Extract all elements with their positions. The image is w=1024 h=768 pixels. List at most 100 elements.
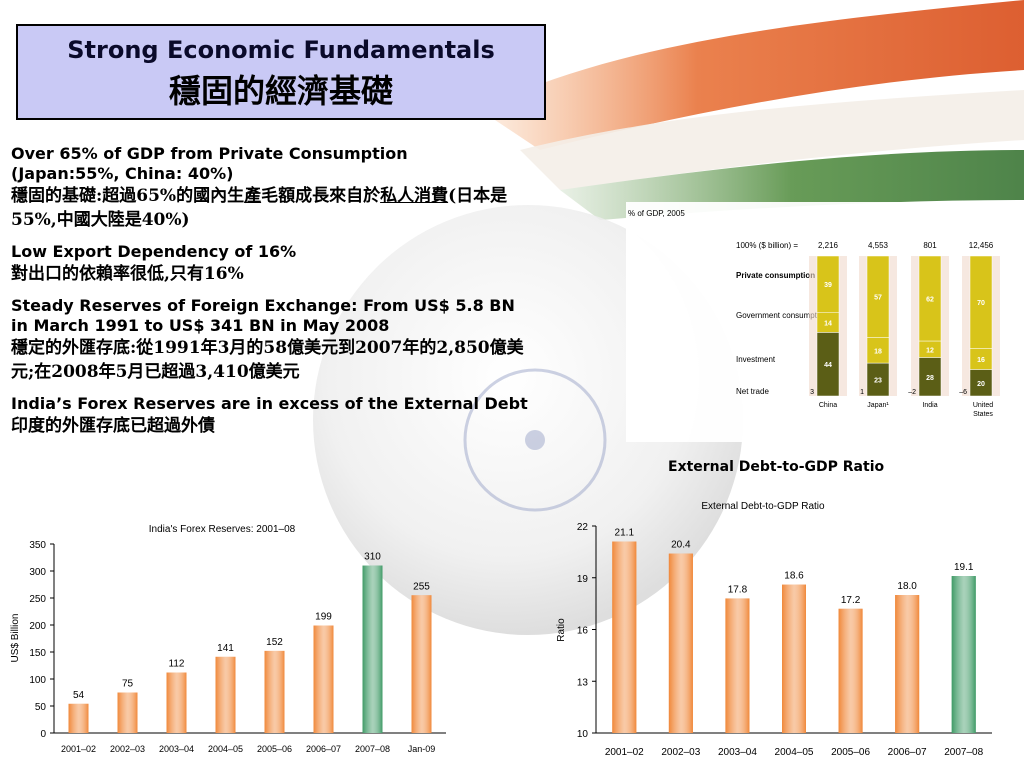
x-category-label: 2004–05 — [208, 744, 243, 754]
slide-title-chinese: 穩固的經濟基礎 — [168, 72, 393, 110]
bullet-1-zh-underline2: 私人消費 — [380, 186, 449, 206]
bar-value-label: 152 — [266, 637, 283, 648]
gdp-segment-investment — [816, 332, 840, 397]
gdp-net-trade-value: 3 — [810, 389, 814, 396]
bullet-4-chinese: 印度的外匯存底已超過外債 — [11, 416, 215, 436]
gdp-segment-label: 62 — [926, 297, 934, 304]
gdp-row-label-investment: Investment — [736, 355, 776, 364]
gdp-total-row-label: 100% ($ billion) = — [736, 241, 798, 250]
bar-value-label: 17.8 — [728, 584, 748, 595]
gdp-country-name: States — [973, 411, 993, 418]
x-category-label: 2002–03 — [661, 747, 700, 758]
bar-shade — [951, 576, 976, 733]
bullet-private-consumption: Over 65% of GDP from Private Consumption… — [11, 144, 531, 232]
bullet-1-english-line2: (Japan:55%, China: 40%) — [11, 164, 234, 183]
x-category-label: 2005–06 — [831, 747, 870, 758]
bar-value-label: 17.2 — [841, 595, 861, 606]
gdp-country-name: United — [973, 402, 993, 409]
gdp-segment-label: 39 — [824, 282, 832, 289]
y-axis-label: Ratio — [556, 618, 567, 642]
bar-value-label: 112 — [169, 659, 185, 670]
bar-shade — [166, 672, 187, 733]
bullet-2-chinese: 對出口的依賴率很低,只有16% — [11, 264, 244, 284]
chart-title: External Debt-to-GDP Ratio — [701, 501, 825, 512]
bar-shade — [612, 541, 637, 733]
gdp-segment-investment — [969, 369, 993, 397]
bar-shade — [313, 625, 334, 733]
gdp-segment-investment — [918, 357, 942, 397]
x-category-label: 2001–02 — [605, 747, 644, 758]
bar-value-label: 199 — [315, 612, 332, 623]
bar-value-label: 18.6 — [784, 571, 804, 582]
gdp-net-trade-value: –2 — [908, 389, 916, 396]
bar-value-label: 141 — [217, 643, 234, 654]
gdp-segment-label: 44 — [824, 362, 832, 369]
y-tick-label: 350 — [29, 540, 46, 551]
y-tick-label: 19 — [577, 574, 589, 585]
bar-shade — [117, 692, 138, 733]
gdp-country-name: China — [819, 402, 837, 409]
gdp-composition-chart: % of GDP, 2005 100% ($ billion) = Privat… — [626, 202, 1006, 442]
x-category-label: Jan-09 — [408, 744, 436, 754]
y-tick-label: 13 — [577, 677, 589, 688]
bar-value-label: 310 — [364, 552, 381, 563]
gdp-segment-label: 28 — [926, 375, 934, 382]
gdp-segment-label: 12 — [926, 347, 934, 354]
bar-value-label: 20.4 — [671, 540, 691, 551]
bullet-4-english: India’s Forex Reserves are in excess of … — [11, 394, 528, 413]
y-tick-label: 10 — [577, 729, 589, 740]
gdp-country-total: 4,553 — [868, 241, 889, 250]
x-category-label: 2007–08 — [355, 744, 390, 754]
gdp-row-label-net-trade: Net trade — [736, 387, 769, 396]
bar-value-label: 75 — [122, 679, 134, 690]
bullet-3-chinese: 穩定的外匯存底:從1991年3月的58億美元到2007年的2,850億美元;在2… — [11, 338, 524, 382]
y-tick-label: 150 — [29, 648, 46, 659]
gdp-row-label-private: Private consumption — [736, 271, 815, 280]
y-tick-label: 16 — [577, 626, 589, 637]
y-tick-label: 200 — [29, 621, 46, 632]
gdp-net-trade-value: 1 — [860, 389, 864, 396]
gdp-country-total: 2,216 — [818, 241, 839, 250]
gdp-segment-label: 18 — [874, 348, 882, 355]
bar-value-label: 255 — [413, 581, 430, 592]
bullet-1-zh-mid: 毛額成長來自於 — [261, 186, 381, 206]
x-category-label: 2007–08 — [944, 747, 983, 758]
y-axis-label: US$ Billion — [10, 614, 21, 663]
x-category-label: 2002–03 — [110, 744, 145, 754]
bar-shade — [362, 565, 383, 733]
y-tick-label: 50 — [35, 702, 47, 713]
bar-value-label: 18.0 — [897, 581, 917, 592]
slide-title-box: Strong Economic Fundamentals 穩固的經濟基礎 — [16, 24, 546, 120]
bullet-1-zh-underline1: 產 — [244, 186, 262, 206]
bullet-forex-vs-debt: India’s Forex Reserves are in excess of … — [11, 394, 531, 438]
bullet-forex-reserves: Steady Reserves of Foreign Exchange: Fro… — [11, 296, 531, 384]
slide-title-english: Strong Economic Fundamentals — [67, 36, 495, 64]
gdp-segment-label: 16 — [977, 357, 985, 364]
gdp-row-label-government: Government consumption — [736, 311, 828, 320]
bar-value-label: 54 — [73, 690, 85, 701]
bar-shade — [215, 656, 236, 733]
y-tick-label: 22 — [577, 522, 589, 533]
x-category-label: 2005–06 — [257, 744, 292, 754]
bullet-1-zh-prefix: 穩固的基礎:超過65%的國內生 — [11, 186, 245, 206]
gdp-segment-label: 14 — [824, 320, 832, 327]
x-category-label: 2004–05 — [775, 747, 814, 758]
bar-shade — [411, 595, 432, 733]
bullet-3-english: Steady Reserves of Foreign Exchange: Fro… — [11, 296, 515, 335]
bullet-list: Over 65% of GDP from Private Consumption… — [11, 144, 531, 448]
bar-shade — [838, 608, 863, 733]
bar-shade — [725, 598, 750, 733]
bullet-1-english-line1: Over 65% of GDP from Private Consumption — [11, 144, 408, 163]
gdp-country-total: 12,456 — [969, 241, 994, 250]
gdp-segment-label: 70 — [977, 300, 985, 307]
bullet-export-dependency: Low Export Dependency of 16% 對出口的依賴率很低,只… — [11, 242, 531, 286]
x-category-label: 2006–07 — [306, 744, 341, 754]
gdp-segment-label: 20 — [977, 381, 985, 388]
x-category-label: 2001–02 — [61, 744, 96, 754]
gdp-segment-label: 57 — [874, 295, 882, 302]
y-tick-label: 300 — [29, 567, 46, 578]
bullet-1-chinese: 穩固的基礎:超過65%的國內生產毛額成長來自於私人消費(日本是55%,中國大陸是… — [11, 184, 531, 232]
gdp-country-name: India — [922, 402, 937, 409]
bar-shade — [782, 584, 806, 733]
